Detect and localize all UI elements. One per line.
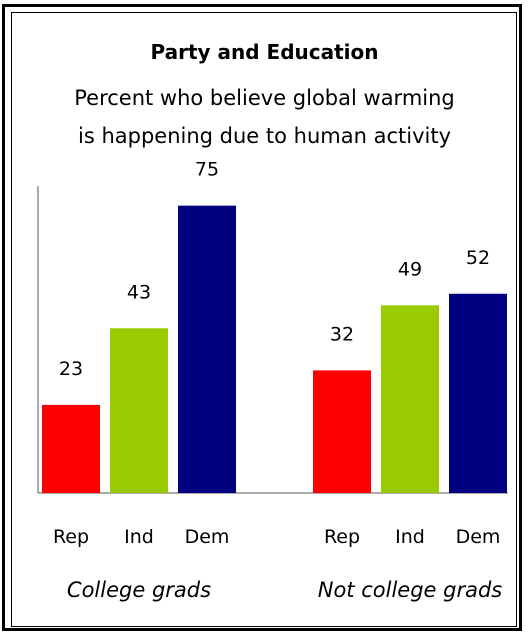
- chart-subtitle-line-1: Percent who believe global warming: [74, 86, 455, 110]
- bar-g2-dem: [449, 293, 507, 493]
- data-label-g2-ind: 49: [398, 258, 422, 280]
- data-label-g1-dem: 75: [195, 159, 219, 181]
- data-label-g1-rep: 23: [59, 358, 83, 380]
- bar-g2-rep: [313, 370, 371, 493]
- chart-frame-inner: [11, 12, 517, 627]
- bar-g1-ind: [110, 328, 168, 493]
- bar-g1-rep: [42, 404, 100, 493]
- data-label-g2-dem: 52: [466, 247, 490, 269]
- x-tick-label-g2-rep: Rep: [324, 526, 360, 548]
- data-label-g2-rep: 32: [330, 323, 354, 345]
- bar-g2-ind: [381, 305, 439, 493]
- group-label-1: College grads: [67, 578, 211, 602]
- x-tick-label-g1-ind: Ind: [124, 526, 154, 548]
- x-tick-label-g2-ind: Ind: [395, 526, 425, 548]
- chart-subtitle-line-2: is happening due to human activity: [78, 124, 451, 148]
- x-tick-label-g2-dem: Dem: [456, 526, 501, 548]
- chart-title: Party and Education: [150, 40, 379, 64]
- data-label-g1-ind: 43: [127, 281, 151, 303]
- x-tick-label-g1-dem: Dem: [185, 526, 230, 548]
- bar-g1-dem: [178, 205, 236, 493]
- x-tick-label-g1-rep: Rep: [53, 526, 89, 548]
- group-label-2: Not college grads: [318, 578, 503, 602]
